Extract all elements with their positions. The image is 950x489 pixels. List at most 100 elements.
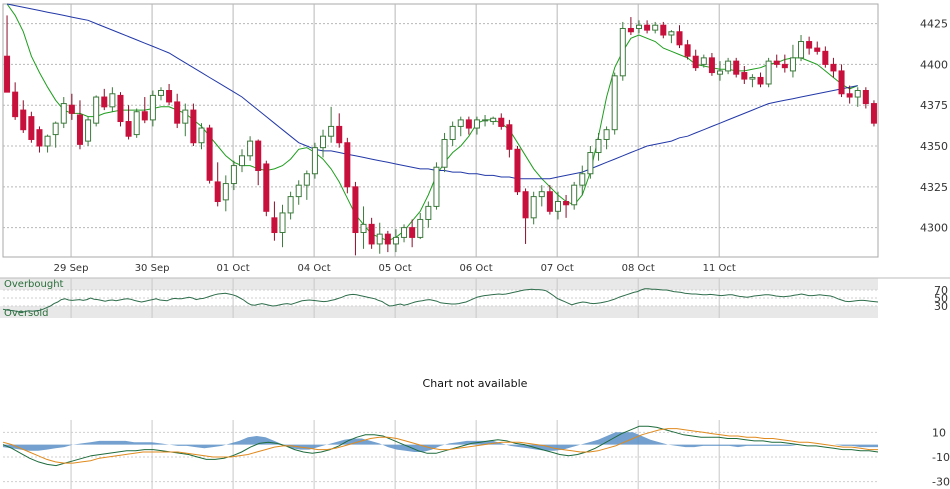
candle-down <box>76 114 83 145</box>
candle-up <box>392 236 399 245</box>
macd-y-tick-label: -10 <box>932 451 950 464</box>
candle-down <box>125 121 132 137</box>
candle-up <box>854 90 861 98</box>
candle-down <box>627 27 634 33</box>
candle-down <box>546 191 553 212</box>
oscillator-y-tick-label: 70 <box>934 284 948 297</box>
date-axis-label: 08 Oct <box>622 263 655 274</box>
candle-up <box>182 109 189 124</box>
candle-down <box>255 140 262 171</box>
price-y-tick-label: 4325 <box>920 181 948 194</box>
candle-up <box>287 196 294 214</box>
candle-up <box>433 166 440 207</box>
candle-down <box>368 223 375 245</box>
candle-up <box>198 127 205 144</box>
candle-up <box>60 103 67 124</box>
candle-down <box>28 116 35 140</box>
candle-up <box>571 184 578 206</box>
price-candlestick-chart: 4300 4325 4350 4375 4400 4425 29 Sep 30 Sep 01 O… <box>2 3 948 274</box>
candle-up <box>109 93 116 108</box>
candle-down <box>263 163 270 212</box>
candle-up <box>222 183 229 201</box>
candle-down <box>214 181 221 203</box>
macd-histogram-area <box>3 432 878 452</box>
candle-down <box>465 119 472 129</box>
candle-up <box>85 119 92 142</box>
candle-down <box>781 63 788 69</box>
candle-up <box>238 155 246 167</box>
candle-up <box>360 223 367 234</box>
candle-down <box>506 124 513 150</box>
price-y-tick-label: 4400 <box>920 58 948 71</box>
oversold-zone <box>0 306 878 318</box>
candle-up <box>44 135 51 147</box>
candle-down <box>660 24 667 36</box>
candle-down <box>862 90 869 105</box>
candle-up <box>328 125 335 137</box>
oversold-label: Oversold <box>4 308 49 319</box>
candle-up <box>789 57 796 72</box>
candle-up <box>417 218 424 238</box>
candle-down <box>822 50 829 65</box>
candle-down <box>141 111 148 121</box>
candle-up <box>717 70 724 75</box>
candle-up <box>449 125 456 140</box>
candle-down <box>814 47 821 52</box>
candle-up <box>93 96 100 124</box>
date-axis-label: 06 Oct <box>460 263 493 274</box>
candle-down <box>271 217 278 234</box>
candle-up <box>247 140 254 157</box>
candle-down <box>36 129 43 147</box>
oscillator-y-tick-label: 30 <box>934 300 948 313</box>
candle-down <box>101 96 108 108</box>
candle-down <box>684 44 691 57</box>
candle-down <box>757 76 764 85</box>
price-y-tick-label: 4375 <box>920 99 948 112</box>
candle-up <box>311 147 318 175</box>
date-axis-label: 07 Oct <box>541 263 574 274</box>
candle-down <box>344 142 351 188</box>
moving-average-fast-line <box>6 3 858 242</box>
candle-up <box>401 227 408 238</box>
candle-down <box>830 63 837 72</box>
candle-up <box>441 138 448 168</box>
candle-up <box>303 173 310 186</box>
candle-down <box>773 60 780 65</box>
candle-down <box>336 125 343 144</box>
candle-up <box>603 129 610 140</box>
candle-down <box>20 109 27 131</box>
candle-up <box>635 24 643 29</box>
oscillator-line <box>2 288 879 313</box>
moving-average-slow-line <box>7 3 858 180</box>
candle-down <box>117 94 124 123</box>
candle-up <box>700 57 707 65</box>
date-axis-label: 11 Oct <box>703 263 736 274</box>
candle-down <box>733 60 740 75</box>
candle-down <box>741 72 748 80</box>
chart-not-available-message: Chart not available <box>422 377 528 390</box>
candle-down <box>870 103 877 124</box>
macd-line <box>2 425 879 467</box>
candle-up <box>725 60 732 72</box>
candle-up <box>619 27 626 77</box>
candle-up <box>457 119 464 127</box>
candle-up <box>765 60 772 85</box>
candle-up <box>376 233 383 245</box>
candle-down <box>563 201 570 206</box>
candle-down <box>206 127 213 181</box>
candle-down <box>12 91 19 118</box>
candle-down <box>846 93 853 98</box>
macd-signal-line <box>2 428 878 464</box>
candle-down <box>174 101 181 124</box>
date-axis-label: 04 Oct <box>298 263 331 274</box>
candle-up <box>668 31 675 36</box>
candle-down <box>644 24 651 31</box>
candle-up <box>482 119 489 122</box>
candle-down <box>4 55 11 93</box>
overbought-zone <box>0 278 878 290</box>
candle-down <box>409 227 416 238</box>
candle-down <box>166 90 173 103</box>
candle-down <box>190 109 197 144</box>
candle-up <box>798 41 805 59</box>
